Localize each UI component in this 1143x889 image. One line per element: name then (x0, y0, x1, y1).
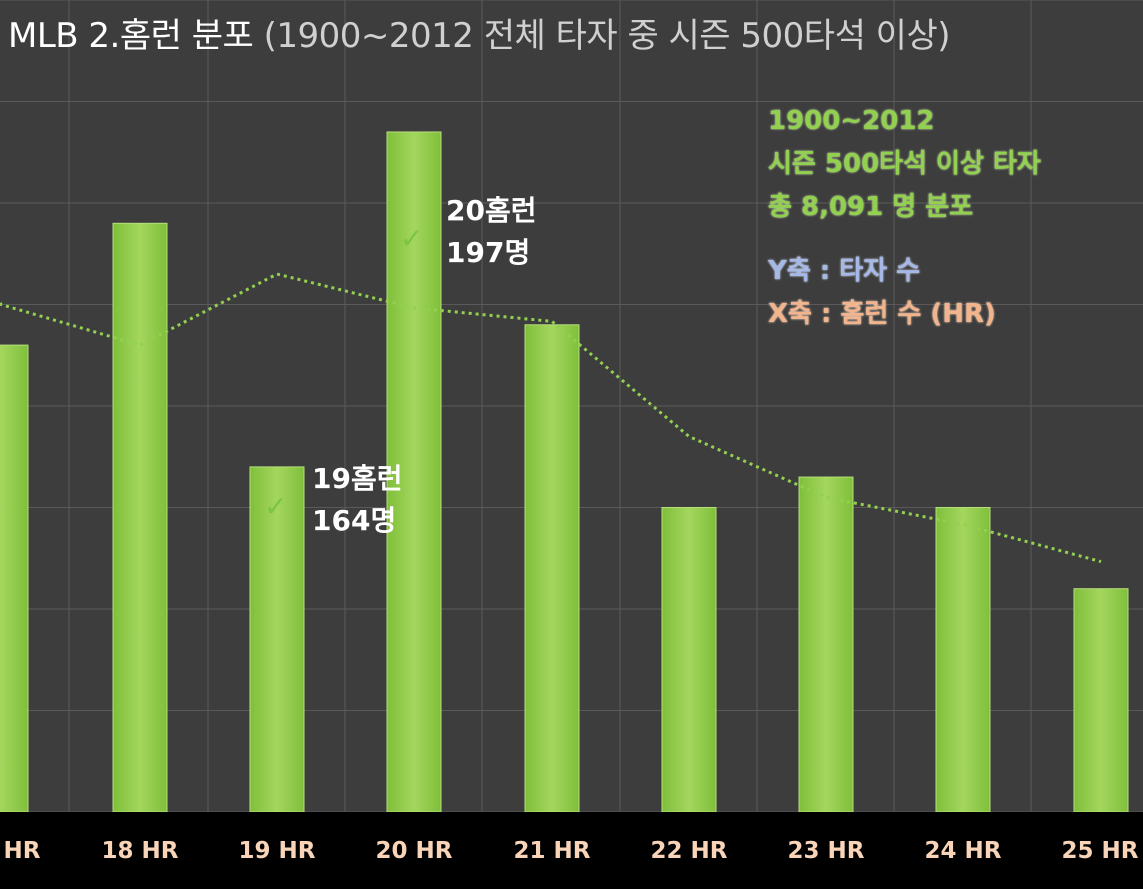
bar-18-hr (112, 222, 168, 812)
info-box: 1900~2012 시즌 500타석 이상 타자 총 8,091 명 분포 Y축… (768, 100, 1041, 336)
chart-title: MLB 2.홈런 분포 (1900~2012 전체 타자 중 시즌 500타석 … (8, 8, 951, 57)
trendline (0, 272, 1102, 564)
x-tick-label: 24 HR (924, 838, 1002, 864)
x-tick-label: HR (3, 838, 41, 864)
x-tick-label: 20 HR (375, 838, 453, 864)
x-tick-label: 23 HR (787, 838, 865, 864)
annotation-19hr-count: 164명 (312, 504, 397, 537)
bar-20-hr (386, 131, 442, 812)
check-icon: ✓ (264, 490, 288, 523)
x-tick-label: 25 HR (1061, 838, 1139, 864)
x-axis-label: X축 : 홈런 수 (HR) (768, 299, 996, 329)
annotation-19hr: 19홈런 164명 (312, 458, 403, 542)
annotation-19hr-label: 19홈런 (312, 462, 403, 495)
bar-23-hr (798, 476, 854, 812)
y-axis-label: Y축 : 타자 수 (768, 256, 921, 286)
annotation-20hr-count: 197명 (446, 236, 531, 269)
x-axis-band (0, 812, 1143, 889)
check-icon: ✓ (400, 222, 424, 255)
bar-17-hr (0, 344, 29, 812)
title-main: MLB 2.홈런 분포 (8, 16, 254, 56)
annotation-20hr-label: 20홈런 (446, 194, 537, 227)
x-tick-label: 21 HR (513, 838, 591, 864)
info-criteria: 시즌 500타석 이상 타자 (768, 149, 1041, 179)
annotation-20hr: 20홈런 197명 (446, 190, 537, 274)
chart-svg (0, 0, 1143, 812)
title-subtitle: (1900~2012 전체 타자 중 시즌 500타석 이상) (263, 16, 951, 56)
x-tick-label: 22 HR (650, 838, 728, 864)
bar-25-hr (1073, 588, 1129, 812)
bar-21-hr (524, 324, 580, 812)
info-period: 1900~2012 (768, 106, 935, 136)
x-tick-label: 19 HR (238, 838, 316, 864)
bar-19-hr (249, 466, 305, 812)
info-total: 총 8,091 명 분포 (768, 192, 974, 222)
x-tick-label: 18 HR (101, 838, 179, 864)
plot-area (0, 0, 1143, 812)
bar-22-hr (661, 507, 717, 812)
bar-24-hr (935, 507, 991, 812)
